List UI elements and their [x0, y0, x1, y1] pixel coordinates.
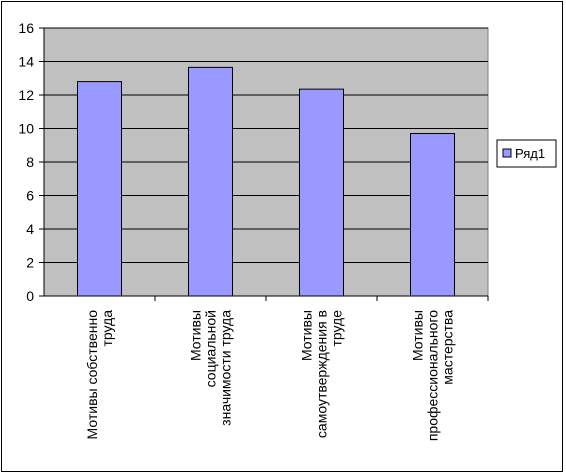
- y-tick-label: 4: [26, 221, 34, 237]
- y-tick-label: 2: [26, 255, 34, 271]
- bar: [188, 66, 233, 297]
- x-tick-label-line: Мотивы: [410, 310, 426, 361]
- y-tick-labels: 0 2 4 6 8 10 12 14 16: [18, 20, 34, 304]
- y-tick-label: 16: [18, 20, 34, 36]
- x-tick-label-line: значимости труда: [218, 310, 234, 426]
- x-tick-label: Мотивы профессионального мастерства: [410, 310, 456, 441]
- x-tick-label: Мотивы самоутверждения в труде: [299, 310, 345, 438]
- bar: [299, 88, 344, 297]
- y-tick-label: 14: [18, 54, 34, 70]
- x-tick-labels: Мотивы собственно труда Мотивы социальной зн…: [84, 310, 456, 441]
- x-tick-label-line: мастерства: [440, 310, 456, 385]
- axes: [39, 27, 489, 301]
- legend: Ряд1: [496, 139, 557, 168]
- bars: [77, 66, 455, 297]
- legend-label: Ряд1: [515, 146, 545, 161]
- x-tick-label-line: Мотивы собственно: [84, 310, 100, 440]
- x-tick-label-line: самоутверждения в: [314, 310, 330, 438]
- bar: [410, 133, 455, 297]
- x-tick-label-line: труде: [329, 310, 345, 347]
- y-tick-label: 10: [18, 121, 34, 137]
- x-tick-label-line: Мотивы: [188, 310, 204, 361]
- x-tick-label: Мотивы собственно труда: [84, 310, 115, 440]
- x-tick-label-line: социальной: [203, 310, 219, 387]
- y-tick-label: 8: [26, 154, 34, 170]
- x-tick-label-line: профессионального: [425, 310, 441, 441]
- bar: [77, 81, 122, 297]
- legend-swatch: [502, 148, 512, 158]
- x-tick-label-line: труда: [99, 310, 115, 347]
- x-tick-label: Мотивы социальной значимости труда: [188, 310, 234, 426]
- y-tick-label: 0: [26, 288, 34, 304]
- x-tick-label-line: Мотивы: [299, 310, 315, 361]
- y-tick-label: 6: [26, 188, 34, 204]
- y-tick-label: 12: [18, 87, 34, 103]
